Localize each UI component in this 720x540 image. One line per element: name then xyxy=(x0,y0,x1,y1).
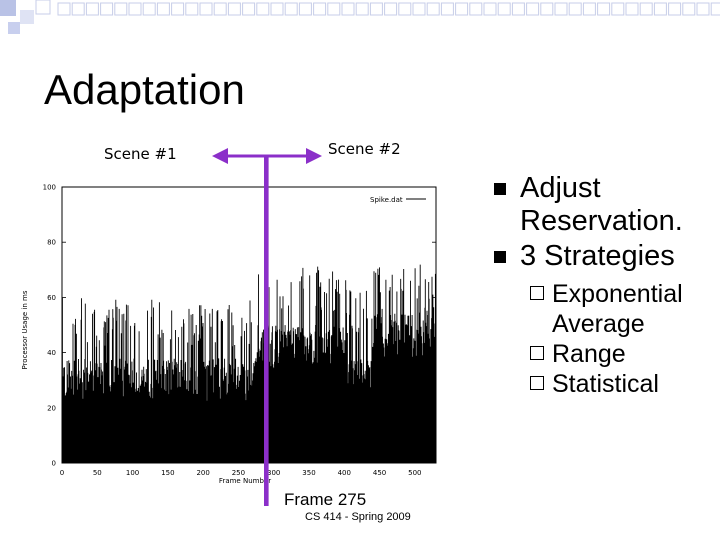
y-tick-label: 80 xyxy=(47,239,56,247)
slide-title: Adaptation xyxy=(44,66,245,113)
frame-275-label: Frame 275 xyxy=(284,490,367,509)
x-tick-label: 200 xyxy=(196,469,209,477)
y-tick-label: 20 xyxy=(47,404,56,412)
x-tick-label: 400 xyxy=(338,469,351,477)
x-tick-label: 100 xyxy=(126,469,139,477)
slide-footer: CS 414 - Spring 2009 xyxy=(305,511,411,523)
y-tick-label: 40 xyxy=(47,349,56,357)
legend-label: Spike.dat xyxy=(370,196,403,204)
bar-series-path xyxy=(61,264,437,463)
x-tick-label: 500 xyxy=(408,469,421,477)
bullet-list: Adjust Reservation. 3 Strategies Exponen… xyxy=(494,172,720,399)
x-tick-label: 450 xyxy=(373,469,386,477)
bullet-range: Range xyxy=(494,339,720,369)
x-tick-label: 50 xyxy=(93,469,102,477)
scene-1-label: Scene #1 xyxy=(104,145,177,163)
bullet-exponential-average: Exponential Average xyxy=(494,279,720,339)
hollow-square-bullet-icon xyxy=(530,286,544,300)
bar-series xyxy=(61,264,437,463)
bullet-3-strategies: 3 Strategies xyxy=(494,240,720,273)
decorative-squares xyxy=(0,0,720,34)
y-tick-label: 60 xyxy=(47,294,56,302)
x-tick-label: 0 xyxy=(60,469,64,477)
x-axis-label: Frame Number xyxy=(219,477,271,485)
bullet-adjust-reservation: Adjust Reservation. xyxy=(494,172,720,238)
y-tick-label: 0 xyxy=(52,460,56,468)
y-tick-label: 100 xyxy=(43,184,56,192)
bullet-statistical: Statistical xyxy=(494,369,720,399)
hollow-square-bullet-icon xyxy=(530,376,544,390)
y-axis-label: Processor Usage in ms xyxy=(21,290,29,369)
square-bullet-icon xyxy=(494,251,506,263)
hollow-square-bullet-icon xyxy=(530,346,544,360)
square-bullet-icon xyxy=(494,183,506,195)
x-tick-label: 350 xyxy=(302,469,315,477)
x-tick-label: 150 xyxy=(161,469,174,477)
scene-2-label: Scene #2 xyxy=(328,140,401,158)
x-tick-label: 250 xyxy=(232,469,245,477)
processor-usage-chart: 0 50 100 150 200 250 300 350 400 450 500 0 20 40 60 80 1… xyxy=(21,184,437,485)
x-tick-label: 300 xyxy=(267,469,280,477)
